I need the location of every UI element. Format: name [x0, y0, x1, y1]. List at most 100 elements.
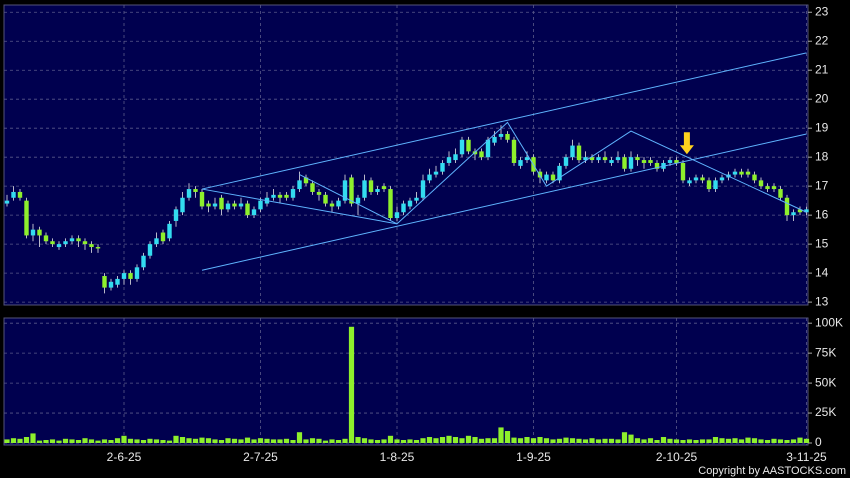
volume-bar: [134, 439, 140, 443]
volume-bar: [283, 438, 290, 443]
candle-body: [355, 197, 361, 204]
volume-bar: [628, 434, 634, 443]
volume-bar: [446, 435, 452, 443]
volume-bar: [472, 437, 478, 443]
candle-body: [17, 191, 23, 198]
trendline: [201, 133, 807, 271]
candle-body: [290, 189, 296, 198]
candle-body: [622, 157, 627, 169]
candle-body: [654, 162, 660, 169]
volume-tick-label: 0: [815, 435, 822, 449]
volume-bar: [387, 435, 394, 443]
candle-body: [537, 171, 543, 178]
candle-body: [700, 177, 705, 181]
candle-body: [479, 151, 484, 158]
candle-body: [30, 229, 36, 236]
trendline: [201, 121, 807, 225]
candle-body: [674, 160, 679, 163]
candle-body: [576, 145, 582, 161]
volume-bar: [114, 438, 121, 443]
volume-bar: [166, 440, 173, 443]
candle-body: [401, 203, 406, 213]
volume-bar: [160, 440, 166, 443]
volume-bar: [784, 440, 790, 443]
volume-bar: [641, 439, 647, 443]
volume-tick-label: 25K: [815, 405, 836, 419]
x-tick-label: 2-7-25: [243, 450, 278, 464]
y-tick-label: 15: [815, 236, 829, 250]
candle-body: [271, 194, 276, 198]
candle-body: [557, 165, 562, 181]
volume-bar: [420, 438, 426, 443]
x-tick-label: 2-6-25: [107, 450, 142, 464]
volume-bar: [491, 438, 498, 443]
candle-body: [225, 203, 231, 210]
volume-bar: [69, 439, 75, 443]
volume-bar: [179, 437, 186, 443]
volume-bar: [459, 438, 465, 443]
candle-body: [394, 212, 400, 219]
volume-bar: [413, 440, 420, 443]
y-tick-label: 18: [815, 149, 829, 163]
candle-body: [310, 183, 315, 192]
volume-bar: [140, 440, 147, 443]
candle-body: [713, 180, 718, 190]
volume-bar: [316, 438, 322, 443]
candle-body: [375, 189, 380, 192]
volume-bar: [693, 440, 699, 443]
candle-body: [635, 157, 640, 161]
volume-bar: [485, 438, 491, 443]
candle-body: [524, 157, 530, 161]
candle-body: [498, 133, 504, 137]
y-tick-label: 17: [815, 178, 829, 192]
candle-body: [297, 180, 302, 190]
y-tick-label: 22: [815, 33, 829, 47]
volume-bar: [36, 440, 43, 443]
candle-body: [680, 162, 686, 181]
volume-bar: [797, 437, 803, 443]
volume-bar: [212, 439, 218, 443]
volume-bar: [439, 437, 446, 443]
volume-bar: [4, 439, 10, 443]
volume-panel: [3, 317, 809, 446]
volume-bar: [751, 438, 758, 443]
candle-body: [284, 194, 289, 198]
candle-body: [381, 186, 387, 190]
candle-body: [258, 200, 263, 210]
volume-bar: [10, 438, 17, 443]
volume-bar: [732, 438, 738, 443]
x-tick-label: 3-11-25: [786, 450, 827, 464]
volume-bar: [231, 438, 238, 443]
volume-tick-label: 50K: [815, 375, 836, 389]
volume-bar: [524, 437, 530, 443]
volume-bar: [634, 438, 641, 443]
volume-bar: [361, 438, 368, 443]
volume-bar: [225, 438, 231, 443]
candle-body: [518, 160, 523, 166]
volume-bar: [238, 439, 244, 443]
volume-bar: [88, 439, 95, 443]
candle-body: [505, 133, 510, 140]
candle-body: [277, 194, 283, 198]
candle-body: [212, 203, 218, 207]
candle-body: [778, 189, 783, 198]
volume-bar: [290, 440, 296, 443]
candle-body: [667, 160, 673, 163]
candle-body: [745, 171, 751, 175]
y-tick-label: 13: [815, 294, 829, 308]
candle-body: [186, 189, 192, 198]
candle-body: [563, 157, 569, 166]
candle-body: [407, 200, 413, 207]
volume-bar: [719, 438, 725, 443]
volume-bar: [667, 438, 673, 443]
candle-body: [765, 186, 770, 190]
volume-bar: [550, 439, 556, 443]
candle-body: [219, 197, 224, 210]
candle-body: [245, 203, 250, 216]
volume-bar: [569, 438, 576, 443]
candle-body: [550, 174, 556, 181]
candle-body: [193, 189, 198, 192]
volume-bar: [127, 438, 134, 443]
volume-bar: [205, 438, 212, 443]
